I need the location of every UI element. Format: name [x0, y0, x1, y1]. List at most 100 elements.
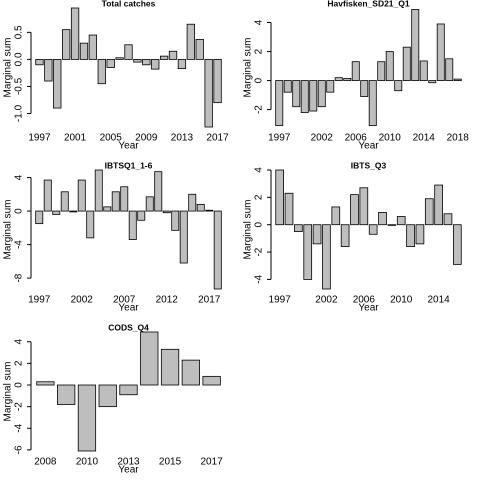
chart-title: CODS_Q4 [108, 322, 149, 332]
bar [275, 169, 285, 226]
bar [406, 224, 415, 247]
y-tick-label: -4 [14, 240, 25, 249]
x-tick-label: 2017 [198, 295, 221, 306]
x-tick-label: 2010 [76, 457, 99, 468]
y-tick-label: 0.0 [14, 52, 25, 66]
x-tick-label: 2009 [135, 133, 158, 144]
x-tick-label: 2017 [206, 133, 229, 144]
bar [415, 224, 425, 245]
bar [145, 196, 154, 212]
y-tick-label: 0 [14, 382, 25, 388]
bar [53, 58, 62, 109]
x-tick-label: 2002 [315, 295, 338, 306]
bar [275, 80, 284, 126]
bar [120, 186, 129, 212]
bar [103, 206, 112, 212]
chart-title: IBTS_Q3 [351, 160, 387, 170]
bar [177, 58, 187, 69]
y-tick-label: -4 [14, 423, 25, 432]
bar [309, 80, 318, 112]
x-tick-label: 2002 [71, 295, 94, 306]
bar [292, 80, 301, 108]
bar [133, 58, 142, 63]
bar [77, 384, 97, 452]
bar [69, 210, 78, 213]
bar [36, 381, 55, 386]
bar [284, 192, 294, 226]
bar [317, 80, 326, 108]
bar [106, 58, 115, 68]
bar [411, 9, 420, 81]
bar [445, 58, 454, 81]
bar [368, 80, 377, 126]
x-tick-label: 2018 [447, 133, 470, 144]
x-axis-label: Year [118, 141, 139, 152]
y-axis-label: Marginal sum [243, 37, 254, 97]
bar [88, 34, 98, 60]
bar [162, 210, 171, 214]
bar [151, 58, 160, 70]
bar [137, 210, 146, 221]
bar [188, 193, 197, 212]
bar [331, 206, 341, 226]
bar [424, 198, 434, 226]
bar [160, 348, 180, 386]
x-tick-label: 2006 [353, 295, 376, 306]
bar [300, 80, 309, 113]
y-tick-label: 2 [254, 48, 265, 54]
bar [303, 224, 313, 280]
bar [434, 184, 443, 226]
bar [171, 210, 180, 231]
x-axis-label: Year [118, 465, 139, 476]
bar [77, 179, 86, 212]
y-axis-label: Marginal sum [3, 37, 14, 97]
bar [179, 210, 188, 264]
bar [402, 46, 411, 81]
bar [312, 224, 322, 245]
bar [98, 384, 117, 408]
bar [453, 78, 462, 81]
bar [378, 212, 387, 226]
bar [396, 216, 406, 226]
bar [186, 23, 195, 60]
bar [205, 209, 214, 212]
y-tick-label: 0 [254, 221, 265, 227]
y-tick-label: 4 [14, 339, 25, 345]
bar [86, 210, 95, 239]
x-tick-label: 2014 [413, 133, 436, 144]
x-tick-label: 2010 [379, 133, 402, 144]
bar [452, 224, 462, 265]
y-tick-label: 2 [254, 194, 265, 200]
x-axis-label: Year [118, 303, 139, 314]
bar [44, 58, 53, 82]
y-tick-label: -2 [14, 402, 25, 411]
x-tick-label: 2010 [390, 295, 413, 306]
bar [62, 29, 71, 60]
y-tick-label: -2 [254, 105, 265, 114]
y-tick-label: -0.5 [14, 77, 25, 95]
bar [128, 210, 137, 240]
x-tick-label: 2012 [156, 295, 179, 306]
x-tick-label: 2002 [311, 133, 334, 144]
y-tick-label: -1.0 [14, 104, 25, 122]
bar [70, 7, 80, 60]
bar [436, 23, 445, 81]
bar [340, 224, 350, 247]
y-tick-label: -6 [14, 445, 25, 454]
x-tick-label: 2015 [159, 457, 182, 468]
bar [326, 80, 335, 93]
y-tick-label: -8 [14, 273, 25, 282]
bar [43, 179, 52, 212]
bar [196, 203, 205, 212]
x-tick-label: 1997 [28, 133, 51, 144]
chart-title: Havfisken_SD21_Q1 [327, 0, 409, 8]
bar [377, 61, 386, 81]
x-tick-label: 2017 [200, 457, 223, 468]
y-axis-label: Marginal sum [3, 199, 14, 259]
bar [181, 359, 200, 386]
bar [97, 58, 106, 85]
y-tick-label: 2 [14, 360, 25, 366]
y-axis-label: Marginal sum [243, 199, 254, 259]
bar [294, 224, 303, 232]
y-tick-label: 4 [254, 19, 265, 25]
